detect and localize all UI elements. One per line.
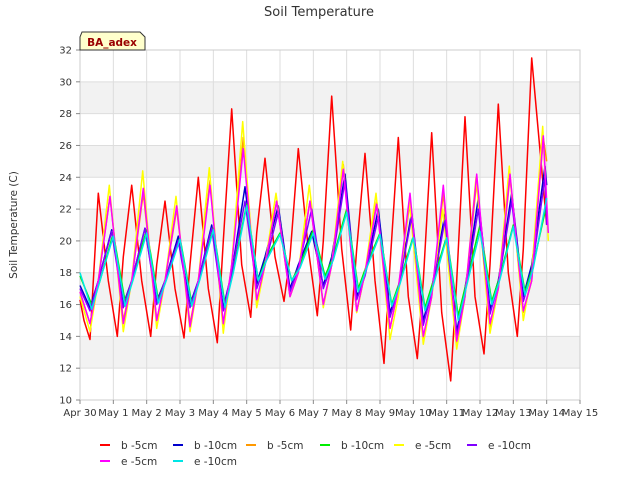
y-tick-label: 26	[59, 141, 72, 152]
y-tick-label: 16	[59, 300, 72, 311]
x-tick-label: May 9	[365, 408, 395, 419]
background-band	[80, 145, 580, 178]
legend-label: e -10cm	[488, 440, 531, 452]
legend-label: b -10cm	[194, 440, 237, 452]
y-axis-label: Soil Temperature (C)	[8, 171, 20, 279]
series-line	[79, 197, 548, 322]
chart-title: Soil Temperature	[264, 5, 374, 20]
station-label: BA_adex	[87, 37, 137, 49]
x-axis: Apr 30 May 1 May 2 May 3 May 4 May 5 May 6 May …	[63, 400, 598, 419]
data-series	[79, 57, 550, 382]
x-tick-label: May 3	[165, 408, 195, 419]
x-tick-label: May 5	[232, 408, 262, 419]
y-tick-label: 24	[59, 173, 72, 184]
x-tick-label: May 10	[395, 408, 432, 419]
x-tick-label: May 14	[528, 408, 565, 419]
x-tick-label: May 2	[132, 408, 162, 419]
legend-label: b -10cm	[341, 440, 384, 452]
x-tick-label: May 6	[265, 408, 295, 419]
legend-label: b -5cm	[121, 440, 157, 452]
y-tick-label: 32	[59, 46, 72, 57]
y-axis: 10 12 14 16 18 20 22 24 26 28 30 32	[59, 46, 80, 407]
y-tick-label: 10	[59, 396, 72, 407]
legend-label: e -10cm	[194, 456, 237, 468]
x-tick-label: May 7	[298, 408, 328, 419]
x-tick-label: May 12	[462, 408, 499, 419]
y-tick-label: 28	[59, 109, 72, 120]
x-tick-label: Apr 30	[63, 408, 96, 419]
x-tick-label: May 4	[198, 408, 228, 419]
x-tick-label: May 11	[428, 408, 465, 419]
x-tick-label: May 1	[98, 408, 128, 419]
legend-label: b -5cm	[267, 440, 303, 452]
y-tick-label: 18	[59, 268, 72, 279]
y-tick-label: 14	[59, 332, 72, 343]
station-label-box: BA_adex	[79, 31, 146, 51]
x-tick-label: May 15	[562, 408, 599, 419]
background-band	[80, 336, 580, 369]
y-tick-label: 12	[59, 364, 72, 375]
legend-label: e -5cm	[121, 456, 157, 468]
background-band	[80, 81, 580, 114]
y-tick-label: 22	[59, 205, 72, 216]
x-tick-label: May 13	[495, 408, 532, 419]
series-line	[79, 135, 550, 342]
plot-area-border	[79, 49, 581, 401]
legend-label: e -5cm	[415, 440, 451, 452]
y-tick-label: 30	[59, 77, 72, 88]
legend: b -5cm b -10cm b -5cm b -10cm e -5cm e -10cm e…	[100, 440, 531, 468]
x-tick-label: May 8	[332, 408, 362, 419]
y-tick-label: 20	[59, 236, 72, 247]
